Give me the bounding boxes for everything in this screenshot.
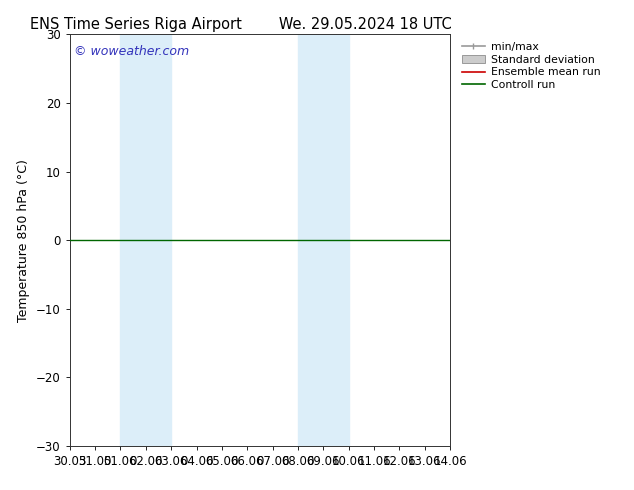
- Legend: min/max, Standard deviation, Ensemble mean run, Controll run: min/max, Standard deviation, Ensemble me…: [460, 40, 602, 92]
- Text: ENS Time Series Riga Airport        We. 29.05.2024 18 UTC: ENS Time Series Riga Airport We. 29.05.2…: [30, 17, 452, 32]
- Text: © woweather.com: © woweather.com: [74, 45, 189, 58]
- Bar: [298, 34, 349, 446]
- Y-axis label: Temperature 850 hPa (°C): Temperature 850 hPa (°C): [17, 159, 30, 321]
- Bar: [120, 34, 171, 446]
